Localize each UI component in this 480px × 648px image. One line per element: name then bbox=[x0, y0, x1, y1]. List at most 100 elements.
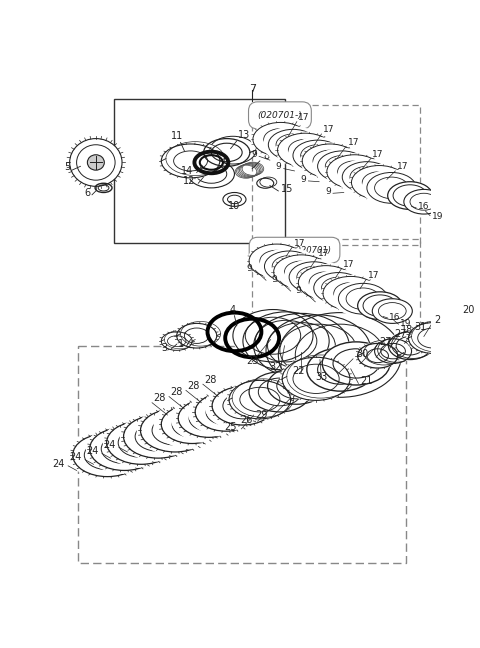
Ellipse shape bbox=[300, 143, 360, 179]
Text: 5: 5 bbox=[64, 162, 71, 172]
Ellipse shape bbox=[284, 259, 344, 295]
Text: 16: 16 bbox=[418, 202, 429, 211]
Text: 17: 17 bbox=[368, 271, 379, 280]
Ellipse shape bbox=[288, 137, 348, 174]
Text: 8: 8 bbox=[263, 152, 269, 161]
Text: 17: 17 bbox=[343, 260, 355, 269]
Ellipse shape bbox=[372, 299, 412, 323]
Bar bbox=[114, 99, 285, 243]
Text: 14: 14 bbox=[181, 166, 193, 176]
Ellipse shape bbox=[287, 355, 355, 398]
Ellipse shape bbox=[312, 148, 372, 185]
Text: 9: 9 bbox=[271, 275, 277, 284]
Ellipse shape bbox=[180, 321, 221, 346]
Text: 26: 26 bbox=[240, 415, 253, 424]
Text: 9: 9 bbox=[246, 264, 252, 273]
Ellipse shape bbox=[306, 347, 375, 392]
Text: 17: 17 bbox=[397, 163, 408, 171]
Text: 24: 24 bbox=[70, 452, 82, 463]
Text: 16: 16 bbox=[389, 312, 401, 321]
Text: 7: 7 bbox=[249, 84, 256, 94]
Ellipse shape bbox=[247, 242, 307, 279]
Ellipse shape bbox=[373, 338, 413, 364]
Text: 17: 17 bbox=[323, 126, 335, 134]
Text: 27: 27 bbox=[379, 337, 392, 347]
Ellipse shape bbox=[154, 399, 230, 449]
Text: 31: 31 bbox=[415, 321, 427, 332]
Ellipse shape bbox=[241, 311, 331, 371]
Ellipse shape bbox=[231, 308, 314, 363]
Text: 19: 19 bbox=[432, 212, 443, 221]
Ellipse shape bbox=[264, 314, 372, 386]
Ellipse shape bbox=[322, 341, 391, 386]
Text: 9: 9 bbox=[296, 286, 301, 295]
Ellipse shape bbox=[170, 393, 248, 443]
Bar bbox=[78, 346, 406, 563]
Ellipse shape bbox=[159, 143, 222, 179]
Ellipse shape bbox=[252, 312, 351, 379]
Text: 10: 10 bbox=[228, 201, 240, 211]
Ellipse shape bbox=[324, 153, 384, 190]
Text: 17: 17 bbox=[318, 249, 330, 259]
Text: 28: 28 bbox=[170, 387, 183, 397]
Ellipse shape bbox=[406, 321, 460, 354]
Text: 21: 21 bbox=[360, 376, 372, 386]
Text: 20: 20 bbox=[462, 305, 475, 316]
Ellipse shape bbox=[388, 181, 432, 209]
Text: 12: 12 bbox=[183, 176, 195, 186]
Text: 28: 28 bbox=[154, 393, 166, 403]
Ellipse shape bbox=[227, 379, 293, 420]
Ellipse shape bbox=[349, 164, 409, 201]
Text: 3: 3 bbox=[161, 343, 168, 353]
Text: 2: 2 bbox=[435, 315, 441, 325]
Text: (020701-): (020701-) bbox=[258, 111, 302, 120]
Ellipse shape bbox=[277, 312, 403, 398]
Text: 13: 13 bbox=[238, 130, 251, 140]
Text: 17: 17 bbox=[348, 138, 359, 146]
Ellipse shape bbox=[69, 430, 146, 480]
Ellipse shape bbox=[280, 356, 352, 402]
Text: 15: 15 bbox=[281, 184, 293, 194]
Text: 6: 6 bbox=[84, 187, 90, 198]
Ellipse shape bbox=[86, 424, 163, 474]
Text: 33: 33 bbox=[315, 371, 327, 382]
Ellipse shape bbox=[103, 418, 180, 468]
Text: 17: 17 bbox=[299, 113, 310, 122]
Ellipse shape bbox=[166, 142, 225, 176]
Text: (000510-020701): (000510-020701) bbox=[258, 246, 332, 255]
Text: 24: 24 bbox=[104, 440, 116, 450]
Text: 27: 27 bbox=[395, 329, 407, 340]
Ellipse shape bbox=[259, 248, 319, 285]
Ellipse shape bbox=[137, 406, 214, 456]
Ellipse shape bbox=[263, 126, 323, 163]
Ellipse shape bbox=[210, 136, 256, 164]
Ellipse shape bbox=[87, 155, 104, 170]
Ellipse shape bbox=[321, 275, 381, 312]
Ellipse shape bbox=[188, 387, 264, 437]
Text: 9: 9 bbox=[325, 187, 331, 196]
Text: 29: 29 bbox=[255, 410, 267, 420]
Ellipse shape bbox=[164, 330, 195, 349]
Ellipse shape bbox=[275, 132, 336, 168]
Ellipse shape bbox=[355, 342, 400, 369]
Text: 32: 32 bbox=[269, 362, 281, 373]
Text: 28: 28 bbox=[204, 375, 217, 385]
Text: 17: 17 bbox=[294, 238, 305, 248]
Ellipse shape bbox=[337, 159, 397, 196]
Text: 9: 9 bbox=[276, 163, 281, 171]
Ellipse shape bbox=[296, 264, 356, 301]
Text: 28: 28 bbox=[188, 381, 200, 391]
Text: 25: 25 bbox=[224, 422, 237, 432]
Text: 9: 9 bbox=[300, 175, 306, 184]
Ellipse shape bbox=[387, 330, 433, 361]
Ellipse shape bbox=[364, 340, 404, 365]
Ellipse shape bbox=[248, 372, 312, 412]
Text: 9: 9 bbox=[251, 150, 257, 159]
Text: 23: 23 bbox=[246, 356, 258, 366]
Text: 18: 18 bbox=[401, 325, 413, 334]
Ellipse shape bbox=[271, 253, 332, 290]
Ellipse shape bbox=[358, 343, 398, 368]
Text: 24: 24 bbox=[86, 446, 99, 456]
Ellipse shape bbox=[411, 321, 461, 352]
Ellipse shape bbox=[204, 381, 281, 431]
